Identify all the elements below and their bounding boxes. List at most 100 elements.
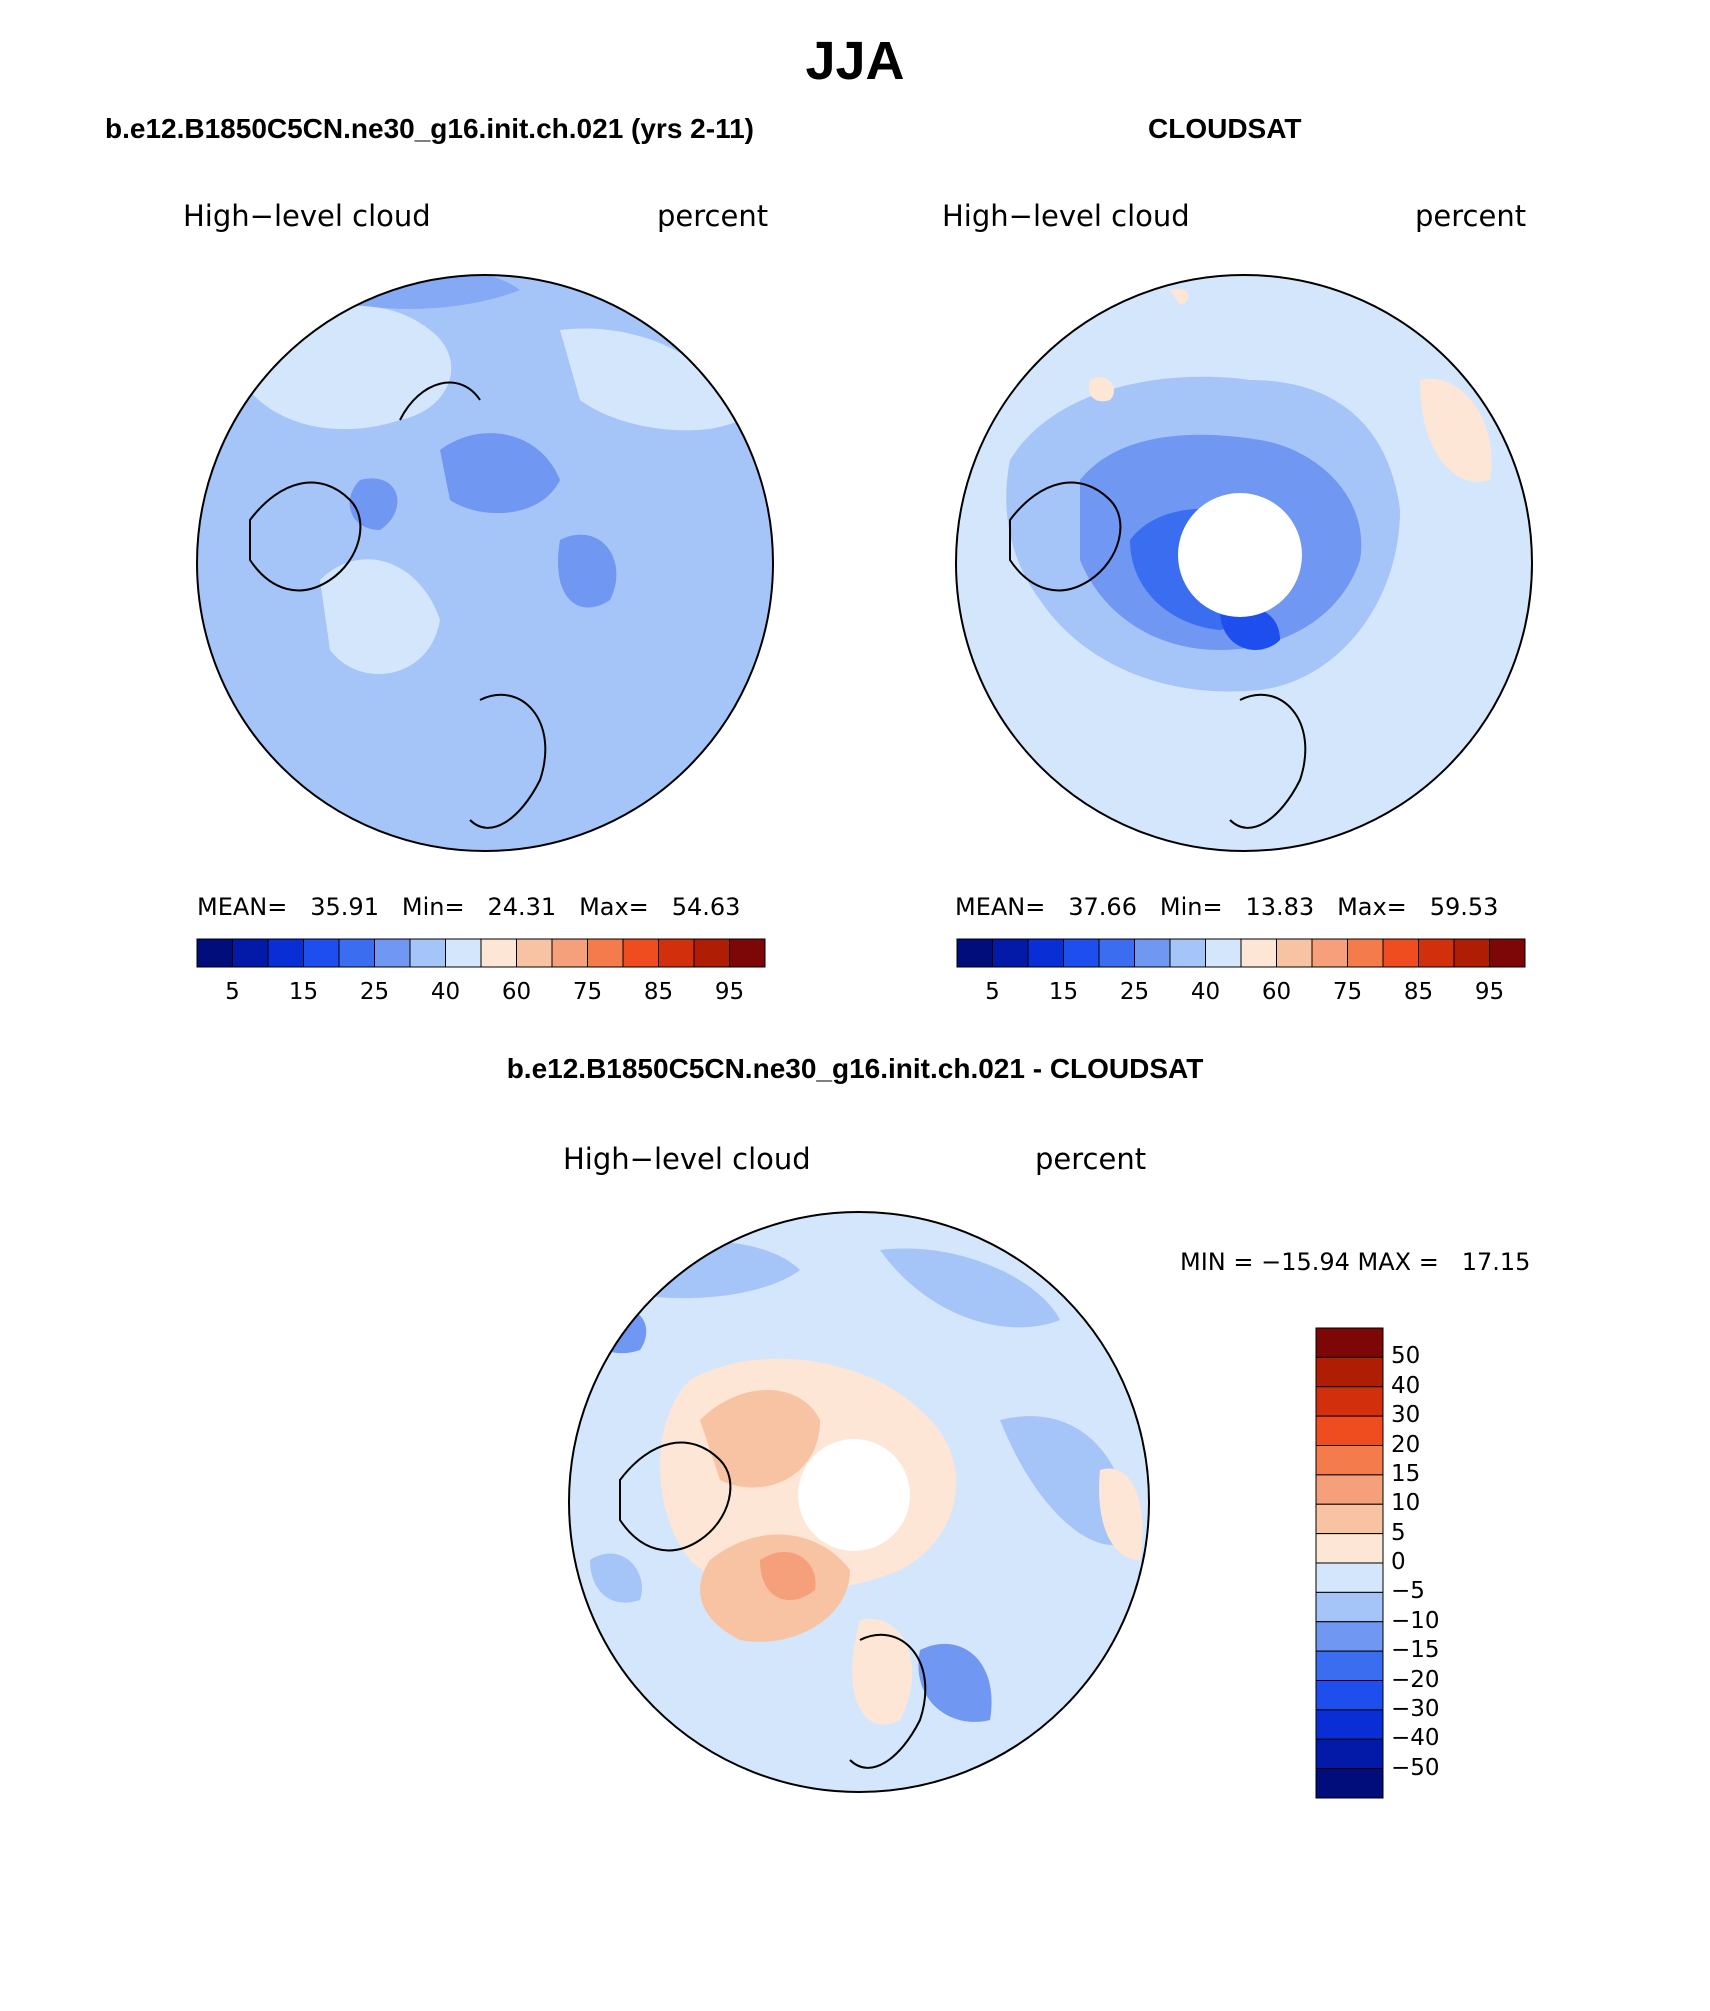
max-label: Max=: [1337, 893, 1407, 921]
colorbar-diff: [1315, 1327, 1384, 1799]
colorbar-box: [1027, 938, 1064, 968]
colorbar-tick-label: 15: [1391, 1460, 1421, 1487]
colorbar-tick-label: 60: [1261, 979, 1292, 1005]
colorbar-box: [1315, 1474, 1384, 1505]
colorbar-tick-label: 40: [430, 979, 461, 1005]
colorbar-tick-label: 5: [225, 979, 240, 1005]
colorbar-box: [1489, 938, 1526, 968]
colorbar-box: [729, 938, 766, 968]
colorbar-box: [1098, 938, 1135, 968]
colorbar-box: [1315, 1386, 1384, 1417]
colorbar-tick-label: −15: [1391, 1637, 1440, 1664]
panel-title-diff: b.e12.B1850C5CN.ne30_g16.init.ch.021 - C…: [506, 1053, 1204, 1084]
colorbar-box: [374, 938, 411, 968]
panel-title-obs: CLOUDSAT: [1148, 113, 1302, 144]
colorbar-box: [196, 938, 233, 968]
figure-title: JJA: [805, 31, 905, 91]
colorbar-box: [1315, 1738, 1384, 1770]
colorbar-box: [1315, 1562, 1384, 1593]
min-label: Min=: [401, 893, 465, 921]
colorbar-box: [622, 938, 659, 968]
colorbar-box: [1315, 1445, 1384, 1476]
colorbar-tick-label: −10: [1391, 1607, 1440, 1634]
colorbar-model: [196, 938, 766, 968]
colorbar-box: [587, 938, 624, 968]
colorbar-box: [1453, 938, 1490, 968]
colorbar-tick-label: 20: [1391, 1431, 1421, 1458]
map-diff: [569, 1212, 1149, 1792]
colorbar-tick-label: 25: [1119, 979, 1150, 1005]
colorbar-tick-label: −30: [1391, 1695, 1440, 1722]
colorbar-tick-label: 40: [1391, 1372, 1421, 1399]
colorbar-box: [1315, 1356, 1384, 1388]
units-label-model: percent: [657, 199, 769, 233]
colorbar-tick-label: 40: [1190, 979, 1221, 1005]
colorbar-box: [693, 938, 730, 968]
colorbar-box: [1315, 1768, 1384, 1799]
colorbar-box: [1315, 1415, 1384, 1446]
colorbar-tick-label: −20: [1391, 1666, 1440, 1693]
colorbar-tick-label: 95: [1474, 979, 1505, 1005]
colorbar-box: [1315, 1591, 1384, 1623]
units-label-obs: percent: [1415, 199, 1527, 233]
colorbar-box: [992, 938, 1029, 968]
panel-title-model: b.e12.B1850C5CN.ne30_g16.init.ch.021 (yr…: [105, 113, 755, 144]
colorbar-box: [232, 938, 269, 968]
colorbar-tick-label: 75: [572, 979, 603, 1005]
colorbar-tick-label: 25: [359, 979, 390, 1005]
units-label-diff: percent: [1035, 1142, 1147, 1176]
max-value: 54.63: [671, 893, 741, 921]
colorbar-box: [1169, 938, 1206, 968]
max-value: 59.53: [1429, 893, 1499, 921]
colorbar-box: [658, 938, 695, 968]
colorbar-obs: [956, 938, 1526, 968]
colorbar-tick-label: 5: [985, 979, 1000, 1005]
minmax-diff: MIN = −15.94 MAX = 17.15: [1180, 1248, 1531, 1276]
colorbar-box: [445, 938, 482, 968]
min-value: 24.31: [487, 893, 557, 921]
colorbar-tick-label: 0: [1391, 1549, 1406, 1575]
colorbar-box: [1315, 1680, 1384, 1711]
colorbar-tick-label: 85: [643, 979, 674, 1005]
mean-value: 35.91: [310, 893, 379, 921]
colorbar-tick-label: 75: [1332, 979, 1363, 1005]
colorbar-box: [409, 938, 446, 968]
colorbar-box: [338, 938, 375, 968]
mean-label: MEAN=: [197, 893, 288, 921]
colorbar-box: [1315, 1327, 1384, 1358]
stats-model: MEAN= 35.91 Min= 24.31 Max= 54.63: [197, 893, 740, 921]
colorbar-box: [1276, 938, 1313, 968]
colorbar-tick-label: 50: [1391, 1343, 1421, 1370]
colorbar-box: [1418, 938, 1455, 968]
min-label: Min=: [1159, 893, 1223, 921]
colorbar-box: [1134, 938, 1171, 968]
colorbar-tick-label: 5: [1391, 1519, 1406, 1546]
colorbar-box: [516, 938, 553, 968]
map-model: [197, 275, 773, 851]
colorbar-box: [1382, 938, 1419, 968]
colorbar-box: [1315, 1709, 1384, 1740]
colorbar-tick-label: 60: [501, 979, 532, 1005]
colorbar-box: [1315, 1503, 1384, 1535]
colorbar-box: [1315, 1533, 1384, 1564]
colorbar-tick-label: 15: [288, 979, 319, 1005]
colorbar-tick-label: 10: [1391, 1490, 1421, 1517]
colorbar-tick-label: 30: [1391, 1402, 1421, 1429]
variable-label-obs: High−level cloud: [942, 199, 1190, 233]
colorbar-box: [1311, 938, 1348, 968]
stats-obs: MEAN= 37.66 Min= 13.83 Max= 59.53: [955, 893, 1498, 921]
map-obs: [956, 275, 1532, 851]
variable-label-diff: High−level cloud: [563, 1142, 811, 1176]
colorbar-box: [1315, 1650, 1384, 1681]
variable-label-model: High−level cloud: [183, 199, 431, 233]
colorbar-box: [1205, 938, 1242, 968]
colorbar-box: [267, 938, 304, 968]
colorbar-box: [551, 938, 588, 968]
colorbar-box: [480, 938, 517, 968]
colorbar-box: [303, 938, 340, 968]
colorbar-tick-label: 15: [1048, 979, 1079, 1005]
colorbar-box: [956, 938, 993, 968]
coastlines: [249, 381, 1307, 1769]
colorbar-box: [1240, 938, 1277, 968]
mean-label: MEAN=: [955, 893, 1046, 921]
